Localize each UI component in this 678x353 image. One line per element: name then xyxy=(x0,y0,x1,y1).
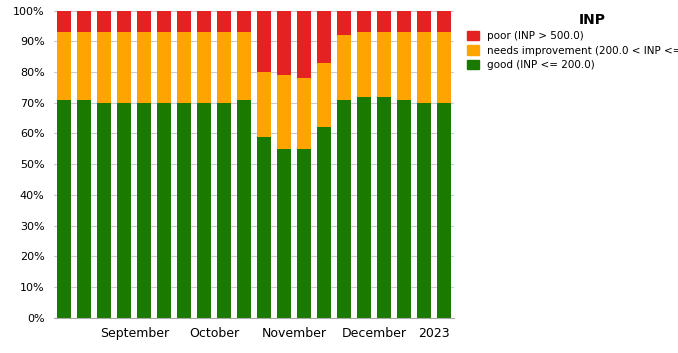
Bar xyxy=(237,100,252,318)
Bar xyxy=(317,63,332,127)
Bar xyxy=(437,103,452,318)
Bar xyxy=(217,32,231,103)
Bar xyxy=(57,32,71,100)
Bar xyxy=(177,11,191,32)
Bar xyxy=(357,11,372,32)
Bar xyxy=(237,11,252,32)
Bar xyxy=(397,32,412,100)
Legend: poor (INP > 500.0), needs improvement (200.0 < INP <= 500.0), good (INP <= 200.0: poor (INP > 500.0), needs improvement (2… xyxy=(464,10,678,73)
Bar xyxy=(97,103,111,318)
Bar xyxy=(437,11,452,32)
Bar xyxy=(317,11,332,63)
Bar xyxy=(177,103,191,318)
Bar xyxy=(97,32,111,103)
Bar xyxy=(297,149,311,318)
Bar xyxy=(97,11,111,32)
Bar xyxy=(397,100,412,318)
Bar xyxy=(117,103,132,318)
Bar xyxy=(277,75,292,149)
Bar xyxy=(197,11,212,32)
Bar xyxy=(217,11,231,32)
Bar xyxy=(357,97,372,318)
Bar xyxy=(377,32,391,97)
Bar xyxy=(257,72,271,137)
Bar xyxy=(157,103,172,318)
Bar xyxy=(317,127,332,318)
Bar xyxy=(337,35,351,100)
Bar xyxy=(77,32,92,100)
Bar xyxy=(57,11,71,32)
Bar xyxy=(437,32,452,103)
Bar xyxy=(277,149,292,318)
Bar xyxy=(257,137,271,318)
Bar xyxy=(237,32,252,100)
Bar xyxy=(177,32,191,103)
Bar xyxy=(417,11,431,32)
Bar xyxy=(277,11,292,75)
Bar xyxy=(377,11,391,32)
Bar xyxy=(137,103,151,318)
Bar xyxy=(417,103,431,318)
Bar xyxy=(417,32,431,103)
Bar xyxy=(357,32,372,97)
Bar xyxy=(57,100,71,318)
Bar xyxy=(397,11,412,32)
Bar xyxy=(77,100,92,318)
Bar xyxy=(337,100,351,318)
Bar xyxy=(297,78,311,149)
Bar xyxy=(337,11,351,35)
Bar xyxy=(257,11,271,72)
Bar xyxy=(77,11,92,32)
Bar xyxy=(137,11,151,32)
Bar xyxy=(297,11,311,78)
Bar xyxy=(197,103,212,318)
Bar xyxy=(157,11,172,32)
Bar xyxy=(137,32,151,103)
Bar xyxy=(117,11,132,32)
Bar xyxy=(217,103,231,318)
Bar xyxy=(197,32,212,103)
Bar xyxy=(377,97,391,318)
Bar xyxy=(117,32,132,103)
Bar xyxy=(157,32,172,103)
